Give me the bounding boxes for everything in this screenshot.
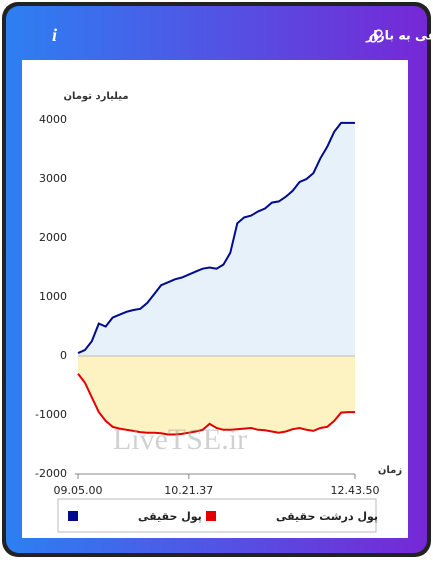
x-axis-label: زمان (378, 465, 402, 476)
legend-label: پول حقیقی (138, 510, 202, 523)
y-tick-label: 3000 (39, 172, 67, 185)
link-icon (369, 29, 383, 43)
x-tick-label: 12.43.50 (331, 484, 380, 497)
y-axis-label: میلیارد تومان (63, 91, 128, 102)
legend-label: پول درشت حقیقی (276, 510, 378, 523)
y-tick-label: 4000 (39, 113, 67, 126)
y-tick-label: 1000 (39, 290, 67, 303)
y-tick-label: -1000 (35, 408, 67, 421)
y-tick-label: -2000 (35, 467, 67, 480)
line (77, 121, 355, 355)
line (77, 373, 355, 436)
legend (57, 498, 377, 533)
legend-swatch (68, 511, 78, 521)
legend-swatch (206, 511, 216, 521)
title: برآیند ورود و خروج پول حقیقی و پول درشت … (365, 28, 433, 43)
y-tick-label: 0 (60, 349, 67, 362)
x-tick-label: 09.05.00 (54, 484, 103, 497)
watermark: LiveTSE.ir (113, 423, 247, 456)
info-icon[interactable]: i (52, 25, 57, 45)
area (78, 356, 355, 435)
y-tick-label: 2000 (39, 231, 67, 244)
x-tick-label: 10.21.37 (164, 484, 213, 497)
area (78, 122, 355, 357)
